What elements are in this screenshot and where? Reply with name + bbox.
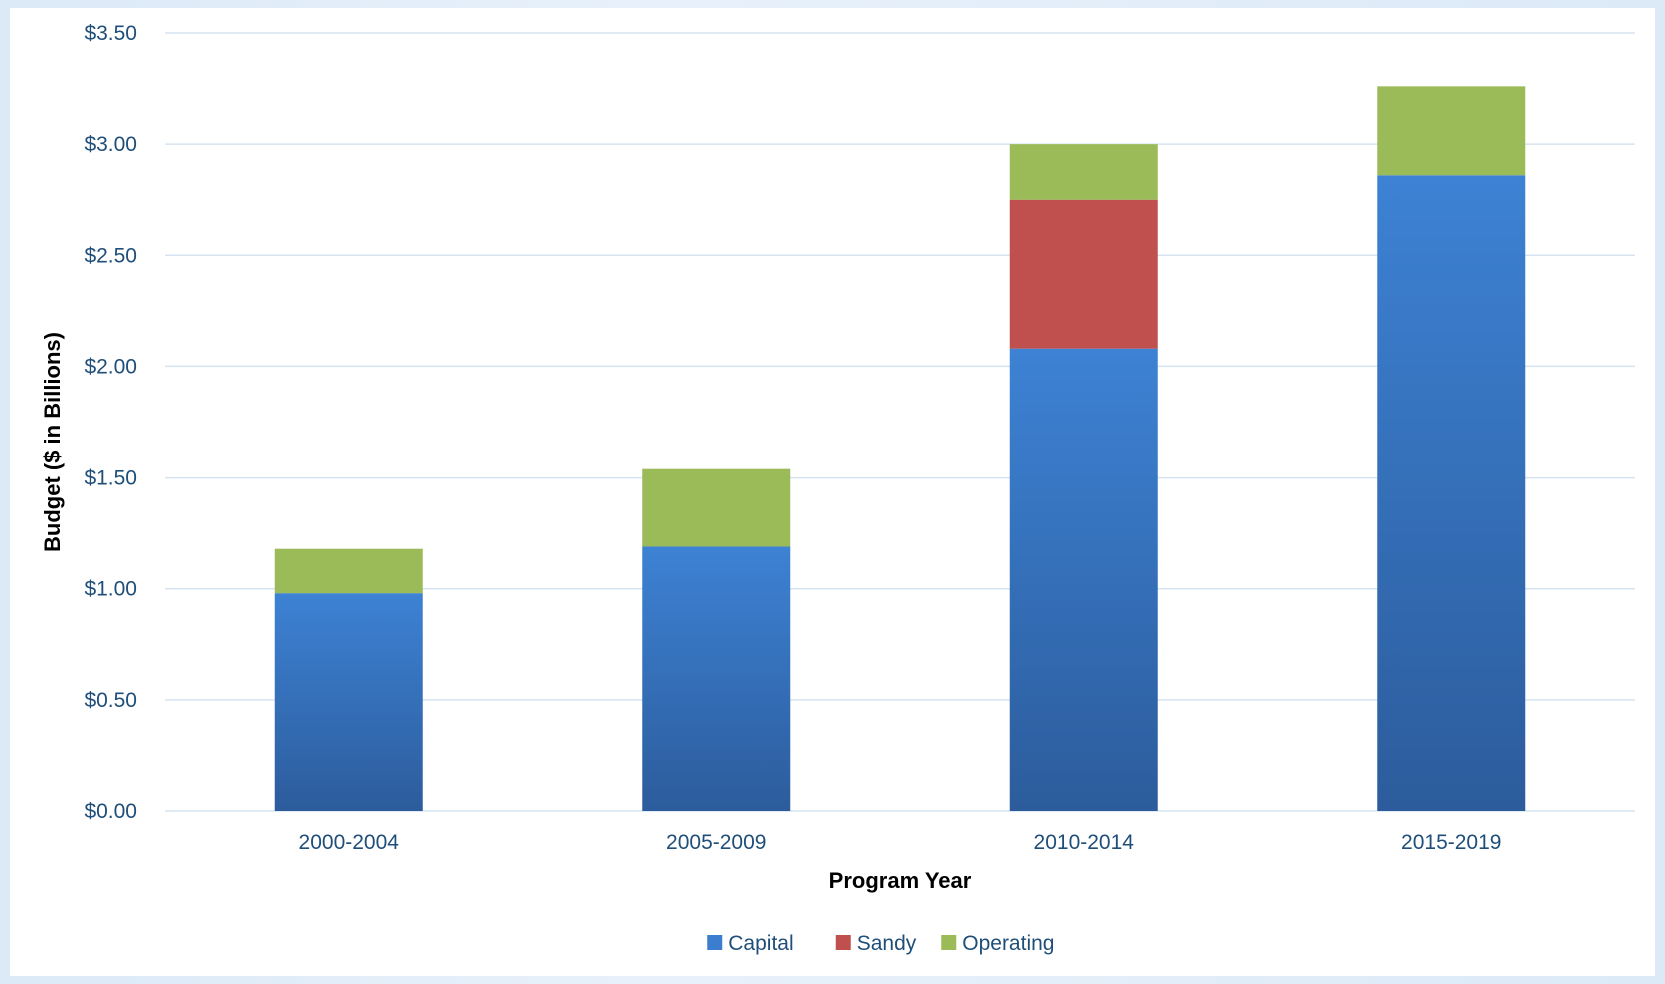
x-axis-title: Program Year	[829, 868, 972, 893]
bar-capital-2000-2004	[274, 593, 423, 811]
x-axis-tick-labels: 2000-2004 2005-2009 2010-2014 2015-2019	[299, 831, 1502, 854]
legend-label-operating: Operating	[962, 932, 1054, 955]
y-axis-tick-labels: $0.00 $0.50 $1.00 $1.50 $2.00 $2.50 $3.00 $3.50	[84, 22, 137, 823]
y-axis-title: Budget ($ in Billions)	[40, 332, 65, 552]
bar-operating-2000-2004	[274, 548, 423, 594]
y-tick-label: $1.50	[84, 467, 137, 490]
x-tick-label: 2000-2004	[299, 831, 400, 854]
y-tick-label: $3.50	[84, 22, 137, 45]
x-tick-label: 2005-2009	[666, 831, 766, 854]
legend-label-capital: Capital	[728, 932, 793, 955]
bar-capital-2010-2014	[1009, 348, 1158, 811]
bar-operating-2005-2009	[642, 468, 791, 547]
y-tick-label: $2.50	[84, 244, 137, 267]
bar-operating-2015-2019	[1377, 86, 1526, 176]
bar-capital-2015-2019	[1377, 175, 1526, 811]
bar-capital-2005-2009	[642, 546, 791, 811]
y-tick-label: $0.00	[84, 800, 137, 823]
legend-label-sandy: Sandy	[857, 932, 917, 955]
legend-swatch-operating	[941, 935, 957, 950]
legend-swatch-capital	[707, 935, 723, 950]
bar-sandy-2010-2014	[1009, 199, 1158, 349]
legend: Capital Sandy Operating	[707, 932, 1054, 955]
x-tick-label: 2015-2019	[1401, 831, 1501, 854]
y-tick-label: $0.50	[84, 689, 137, 712]
y-tick-label: $2.00	[84, 355, 137, 378]
y-tick-label: $1.00	[84, 578, 137, 601]
bar-operating-2010-2014	[1009, 144, 1158, 200]
bars	[274, 86, 1526, 811]
legend-swatch-sandy	[835, 935, 851, 950]
x-tick-label: 2010-2014	[1034, 831, 1135, 854]
y-tick-label: $3.00	[84, 133, 137, 156]
